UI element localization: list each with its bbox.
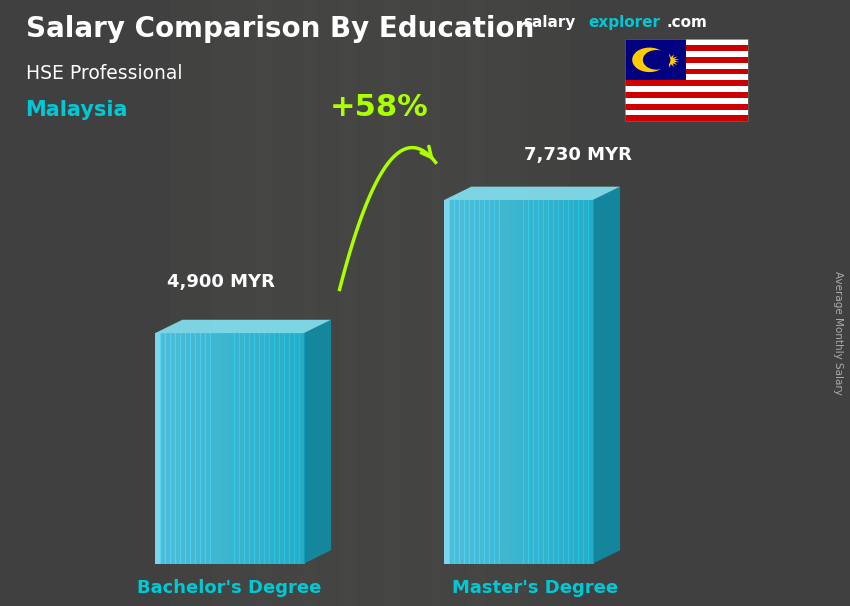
- Polygon shape: [156, 333, 160, 564]
- Polygon shape: [219, 333, 225, 564]
- Polygon shape: [625, 63, 748, 68]
- Polygon shape: [444, 200, 450, 564]
- Polygon shape: [513, 200, 519, 564]
- Text: Master's Degree: Master's Degree: [452, 579, 619, 597]
- Polygon shape: [625, 104, 748, 110]
- Polygon shape: [625, 39, 686, 80]
- Polygon shape: [214, 333, 220, 564]
- Polygon shape: [299, 333, 304, 564]
- Polygon shape: [264, 333, 270, 564]
- Polygon shape: [165, 333, 171, 564]
- FancyBboxPatch shape: [255, 0, 357, 606]
- Polygon shape: [444, 200, 449, 564]
- Text: 7,730 MYR: 7,730 MYR: [524, 145, 632, 164]
- FancyBboxPatch shape: [382, 0, 484, 606]
- Polygon shape: [558, 200, 564, 564]
- Polygon shape: [180, 333, 185, 564]
- Polygon shape: [444, 187, 620, 200]
- Text: HSE Professional: HSE Professional: [26, 64, 182, 82]
- Polygon shape: [563, 200, 569, 564]
- Polygon shape: [190, 333, 196, 564]
- Text: 4,900 MYR: 4,900 MYR: [167, 273, 275, 291]
- Text: explorer: explorer: [588, 15, 660, 30]
- FancyBboxPatch shape: [212, 0, 314, 606]
- Polygon shape: [175, 333, 181, 564]
- Polygon shape: [529, 200, 534, 564]
- Polygon shape: [254, 333, 260, 564]
- Polygon shape: [205, 333, 211, 564]
- Polygon shape: [625, 39, 748, 45]
- Polygon shape: [160, 333, 166, 564]
- Polygon shape: [249, 333, 255, 564]
- Polygon shape: [625, 45, 748, 51]
- Polygon shape: [508, 200, 514, 564]
- Polygon shape: [230, 333, 235, 564]
- Polygon shape: [524, 200, 530, 564]
- Polygon shape: [625, 98, 748, 104]
- Circle shape: [632, 48, 666, 72]
- Text: Malaysia: Malaysia: [26, 100, 128, 120]
- Polygon shape: [469, 200, 474, 564]
- Text: Average Monthly Salary: Average Monthly Salary: [833, 271, 843, 395]
- Polygon shape: [195, 333, 201, 564]
- Polygon shape: [625, 51, 748, 57]
- Polygon shape: [625, 75, 748, 80]
- Polygon shape: [304, 320, 332, 564]
- Polygon shape: [156, 333, 161, 564]
- Polygon shape: [235, 333, 241, 564]
- Polygon shape: [484, 200, 490, 564]
- Polygon shape: [240, 333, 245, 564]
- Polygon shape: [548, 200, 554, 564]
- Polygon shape: [269, 333, 275, 564]
- Polygon shape: [625, 80, 748, 86]
- Polygon shape: [503, 200, 509, 564]
- Polygon shape: [568, 200, 574, 564]
- FancyBboxPatch shape: [468, 0, 570, 606]
- Polygon shape: [625, 68, 748, 75]
- Polygon shape: [170, 333, 176, 564]
- Polygon shape: [279, 333, 285, 564]
- Polygon shape: [625, 115, 748, 121]
- Polygon shape: [185, 333, 190, 564]
- Polygon shape: [499, 200, 505, 564]
- Polygon shape: [459, 200, 465, 564]
- FancyBboxPatch shape: [425, 0, 527, 606]
- Polygon shape: [518, 200, 524, 564]
- Polygon shape: [259, 333, 265, 564]
- Polygon shape: [454, 200, 460, 564]
- Polygon shape: [274, 333, 280, 564]
- Polygon shape: [625, 92, 748, 98]
- Polygon shape: [224, 333, 230, 564]
- FancyBboxPatch shape: [298, 0, 400, 606]
- Polygon shape: [625, 110, 748, 115]
- Polygon shape: [573, 200, 579, 564]
- Polygon shape: [474, 200, 479, 564]
- Polygon shape: [464, 200, 470, 564]
- Polygon shape: [294, 333, 300, 564]
- Text: salary: salary: [523, 15, 575, 30]
- Polygon shape: [284, 333, 290, 564]
- FancyBboxPatch shape: [340, 0, 442, 606]
- Polygon shape: [578, 200, 584, 564]
- Polygon shape: [156, 320, 332, 333]
- Polygon shape: [489, 200, 495, 564]
- Text: +58%: +58%: [330, 93, 428, 122]
- Polygon shape: [592, 187, 620, 564]
- Polygon shape: [660, 54, 679, 68]
- Text: .com: .com: [666, 15, 707, 30]
- Polygon shape: [449, 200, 455, 564]
- Polygon shape: [200, 333, 206, 564]
- Polygon shape: [583, 200, 589, 564]
- Polygon shape: [588, 200, 593, 564]
- Polygon shape: [210, 333, 216, 564]
- Polygon shape: [289, 333, 295, 564]
- Text: Salary Comparison By Education: Salary Comparison By Education: [26, 15, 534, 43]
- Polygon shape: [553, 200, 559, 564]
- Text: Bachelor's Degree: Bachelor's Degree: [138, 579, 321, 597]
- Polygon shape: [538, 200, 544, 564]
- Polygon shape: [494, 200, 500, 564]
- Polygon shape: [543, 200, 549, 564]
- FancyBboxPatch shape: [170, 0, 272, 606]
- Polygon shape: [245, 333, 250, 564]
